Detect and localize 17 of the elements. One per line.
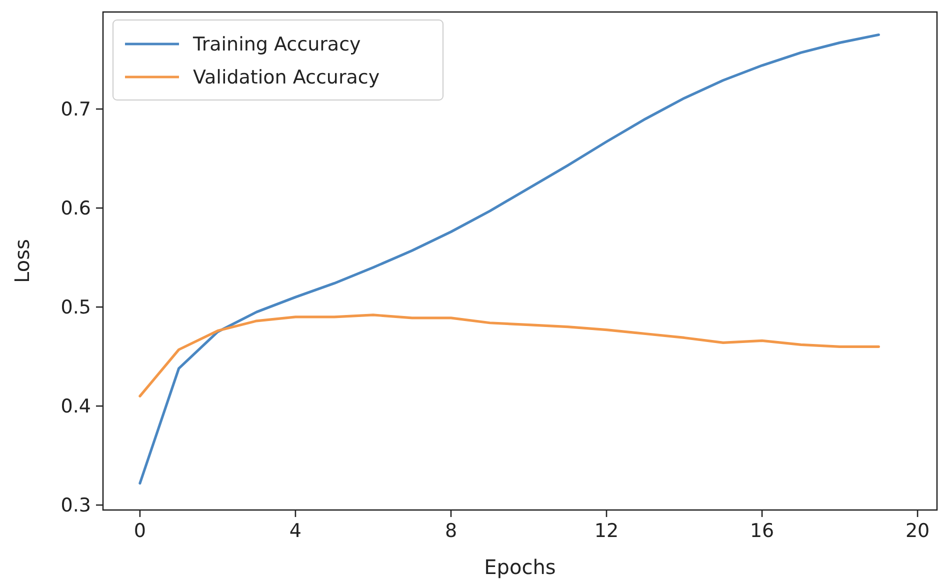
line-series xyxy=(138,33,880,485)
x-tick-label: 0 xyxy=(134,520,146,542)
legend-label: Training Accuracy xyxy=(192,34,361,56)
x-tick-label: 4 xyxy=(289,520,302,542)
y-tick-label: 0.6 xyxy=(60,198,91,220)
y-tick-label: 0.7 xyxy=(60,98,91,121)
line-series xyxy=(138,314,880,398)
x-tick-label: 16 xyxy=(750,520,774,542)
legend-label: Validation Accuracy xyxy=(193,66,380,89)
y-axis-title: Loss xyxy=(10,239,34,283)
x-tick-label: 12 xyxy=(594,520,619,542)
y-tick-label: 0.3 xyxy=(60,494,91,517)
x-tick-label: 20 xyxy=(905,520,930,542)
y-tick-label: 0.5 xyxy=(60,296,91,319)
x-tick-label: 8 xyxy=(444,520,458,542)
y-tick-label: 0.4 xyxy=(60,396,91,418)
x-axis-title: Epochs xyxy=(484,555,556,579)
